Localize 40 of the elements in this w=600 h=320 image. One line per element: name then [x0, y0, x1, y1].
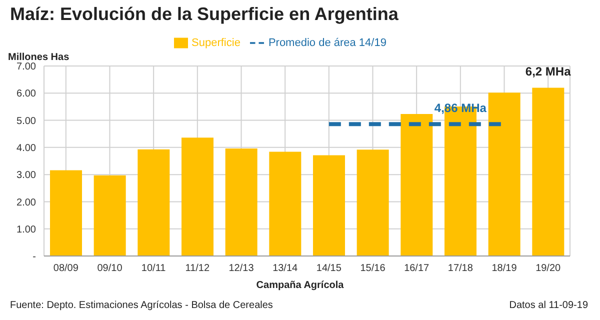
x-tick-label: 12/13: [228, 263, 254, 274]
y-tick-label: 5.00: [16, 116, 36, 127]
bar: [400, 114, 433, 256]
x-axis-title: Campaña Agrícola: [255, 280, 345, 291]
source-note: Fuente: Depto. Estimaciones Agrícolas - Bolsa de Cereales: [10, 300, 273, 311]
x-tick-label: 18/19: [492, 263, 518, 274]
bar: [532, 88, 564, 256]
y-tick-label: 6.00: [16, 88, 36, 100]
y-tick-label: 2.00: [16, 197, 36, 208]
bar: [50, 170, 82, 256]
bar: [356, 150, 389, 256]
bar: [94, 175, 126, 256]
text: Datos al 11-09-19: [509, 300, 588, 311]
x-tick-label: 11/12: [185, 263, 210, 274]
bar: [182, 138, 214, 256]
x-tick-label: 13/14: [272, 263, 298, 274]
x-tick-label: 17/18: [448, 263, 474, 274]
legend-label: Superficie: [192, 36, 240, 49]
annotation: 6,2 MHa: [525, 64, 572, 79]
x-tick-label: 15/16: [360, 263, 386, 274]
y-tick-label: -: [32, 252, 36, 263]
bar: [138, 149, 170, 256]
y-tick-label: 1.00: [16, 224, 36, 236]
legend-label: Promedio de área 14/19: [268, 36, 386, 49]
y-tick-label: 3.00: [16, 170, 36, 182]
bar: [313, 155, 345, 256]
bar: [488, 92, 520, 256]
y-axis-title: Millones Has: [8, 52, 70, 63]
x-tick-label: 16/17: [404, 263, 430, 274]
bar: [269, 152, 302, 256]
x-tick-label: 14/15: [316, 263, 342, 274]
y-tick-label: 4.00: [16, 142, 36, 154]
annotation: 4,86 MHa: [434, 101, 487, 116]
chart-title: Maíz: Evolución de la Superficie en Argentina: [10, 4, 398, 25]
x-tick-label: 08/09: [53, 263, 79, 274]
x-tick-label: 09/10: [97, 263, 123, 274]
bar: [225, 148, 258, 256]
x-tick-label: 10/11: [141, 263, 166, 274]
x-tick-label: 19/20: [536, 263, 562, 274]
y-tick-label: 7.00: [16, 62, 36, 73]
